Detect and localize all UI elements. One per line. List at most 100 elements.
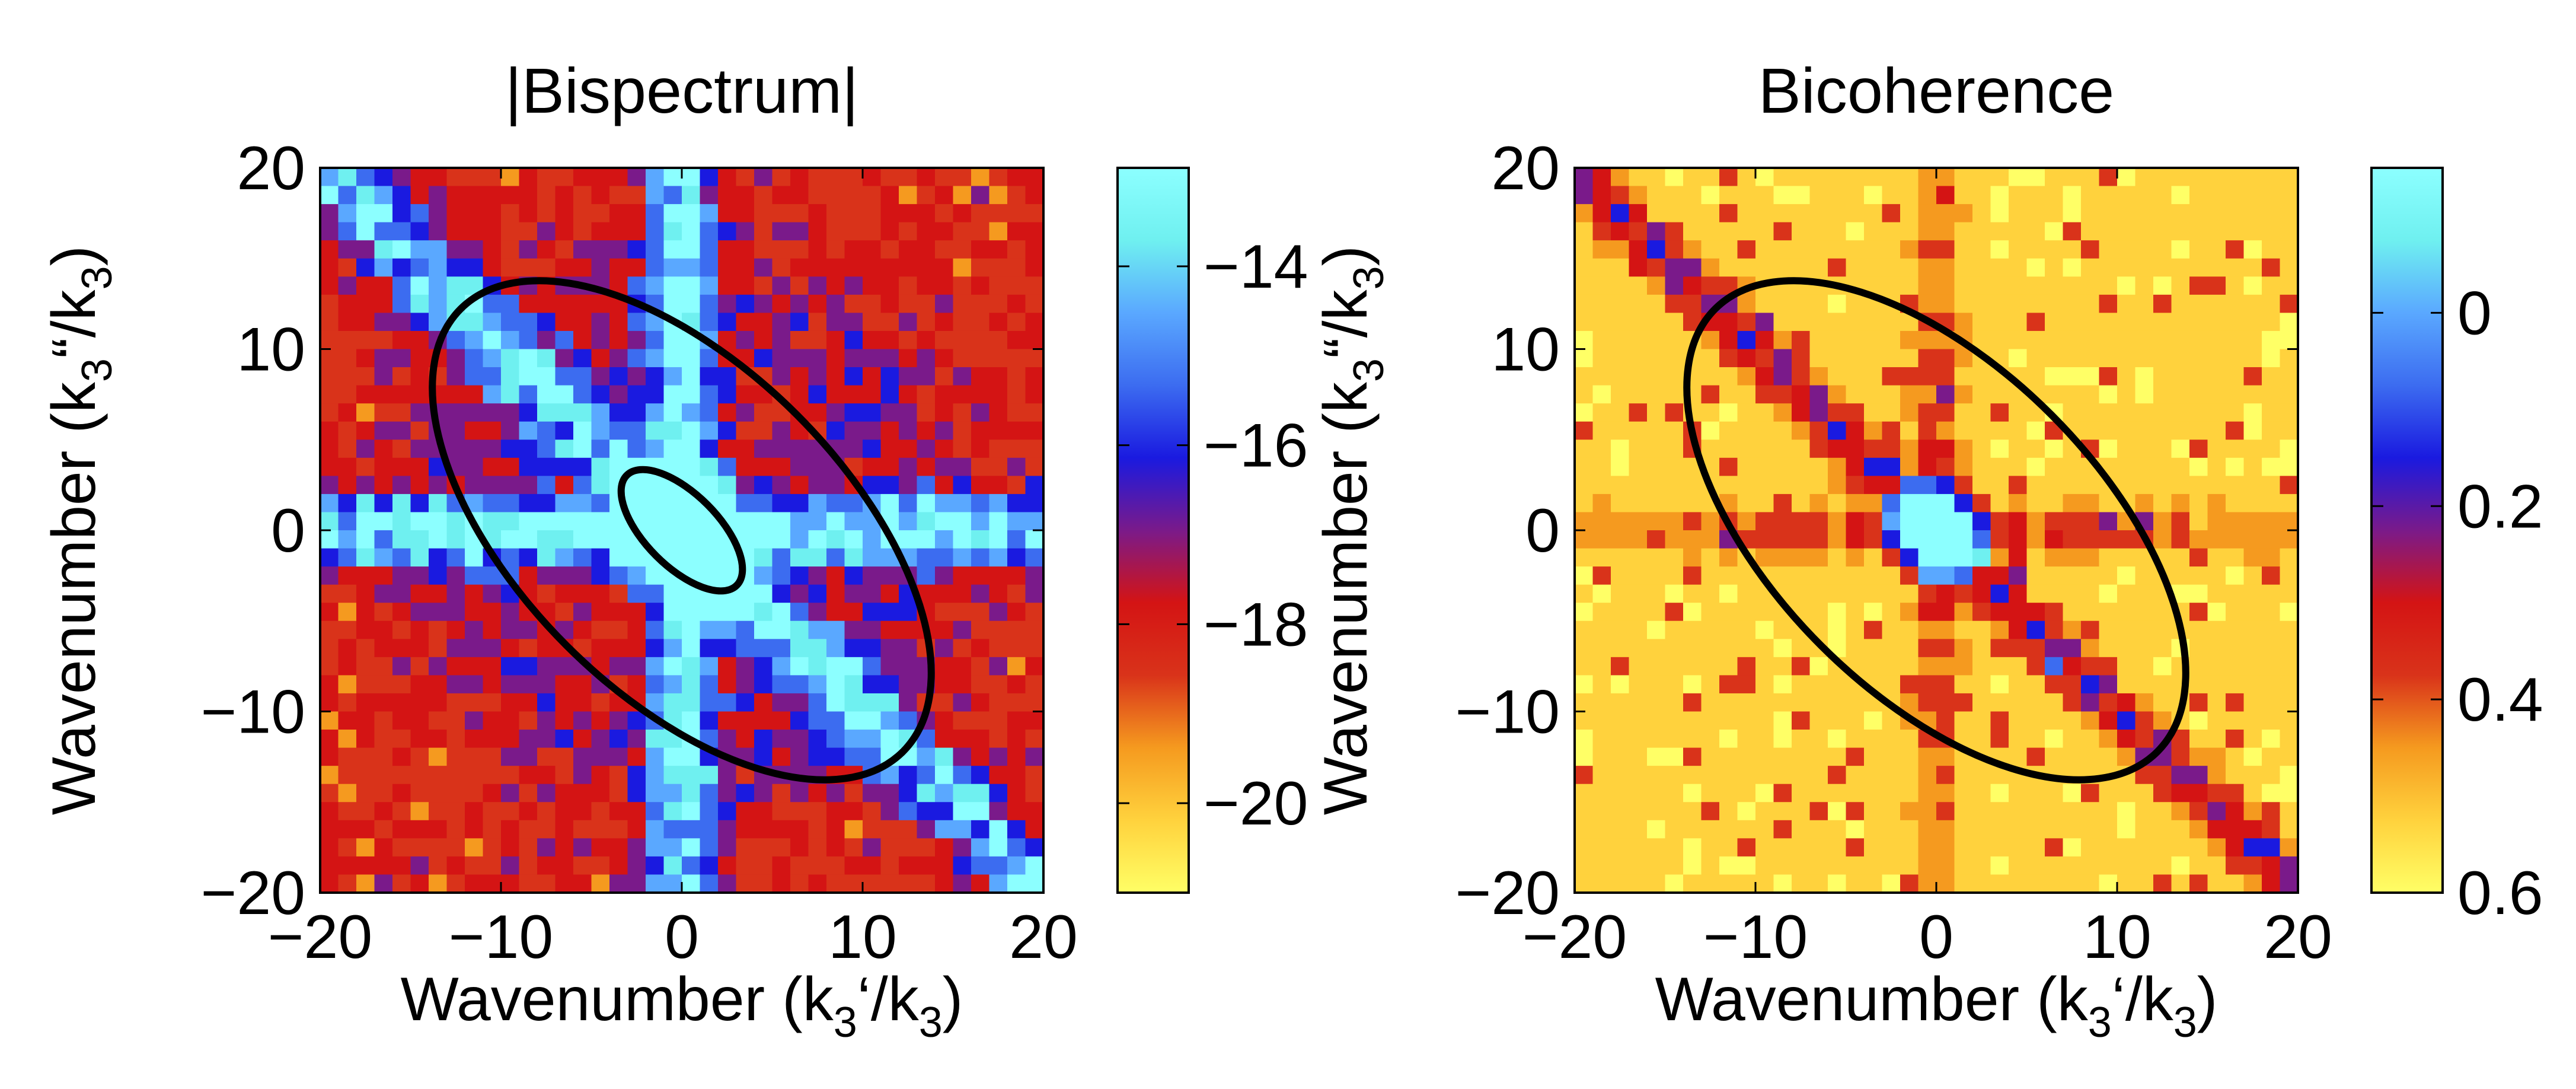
heatmap-cell [2207, 657, 2226, 676]
heatmap-cell [899, 403, 918, 422]
heatmap-cell [1719, 766, 1738, 785]
heatmap-cell [483, 294, 502, 314]
heatmap-cell [2189, 530, 2208, 549]
heatmap-cell [1007, 367, 1026, 386]
heatmap-cell [2135, 856, 2154, 875]
heatmap-cell [1918, 168, 1937, 187]
heatmap-cell [844, 820, 863, 839]
heatmap-cell [483, 730, 502, 749]
heatmap-cell [808, 240, 827, 259]
heatmap-cell [1828, 258, 1847, 278]
heatmap-cell [718, 440, 737, 458]
heatmap-cell [2026, 222, 2045, 241]
heatmap-cell [1007, 766, 1026, 785]
heatmap-cell [446, 440, 465, 458]
heatmap-cell [2280, 240, 2298, 259]
heatmap-cell [446, 548, 465, 567]
heatmap-cell [1773, 421, 1792, 441]
heatmap-cell [374, 747, 393, 766]
heatmap-cell [1575, 186, 1594, 205]
heatmap-cell [826, 620, 845, 640]
heatmap-cell [989, 820, 1008, 839]
heatmap-cell [1846, 457, 1865, 477]
heatmap-cell [1972, 313, 1991, 332]
heatmap-cell [2262, 512, 2281, 531]
heatmap-cell [2117, 367, 2136, 386]
heatmap-cell [392, 693, 411, 712]
heatmap-cell [2226, 675, 2245, 694]
heatmap-cell [2135, 584, 2154, 603]
heatmap-cell [1737, 820, 1756, 839]
heatmap-cell [519, 313, 538, 332]
heatmap-cell [1900, 730, 1919, 749]
heatmap-cell [573, 385, 592, 404]
heatmap-cell [501, 530, 520, 549]
heatmap-cell [953, 440, 972, 458]
heatmap-cell [410, 657, 429, 676]
heatmap-cell [1755, 204, 1774, 223]
heatmap-cell [1792, 584, 1811, 603]
heatmap-cell [772, 258, 791, 278]
heatmap-cell [1900, 367, 1919, 386]
heatmap-cell [935, 820, 954, 839]
heatmap-cell [537, 784, 556, 803]
heatmap-cell [2135, 367, 2154, 386]
heatmap-cell [1809, 693, 1828, 712]
heatmap-cell [1025, 493, 1043, 513]
heatmap-cell [1737, 476, 1756, 495]
heatmap-cell [392, 367, 411, 386]
heatmap-cell [1864, 313, 1883, 332]
heatmap-cell [2189, 584, 2208, 603]
heatmap-cell [2226, 186, 2245, 205]
heatmap-cell [718, 457, 737, 477]
heatmap-cell [483, 204, 502, 223]
heatmap-cell [2280, 204, 2298, 223]
heatmap-cell [646, 493, 665, 513]
heatmap-cell [2099, 711, 2118, 730]
heatmap-cell [537, 403, 556, 422]
bicoherence-ellipses [1683, 277, 2189, 784]
heatmap-cell [935, 548, 954, 567]
heatmap-cell [501, 639, 520, 658]
heatmap-cell [2226, 313, 2245, 332]
heatmap-cell [1954, 675, 1973, 694]
heatmap-cell [1592, 457, 1611, 477]
heatmap-cell [1611, 802, 1630, 821]
heatmap-cell [2153, 675, 2172, 694]
heatmap-cell [1864, 711, 1883, 730]
heatmap-cell [700, 603, 719, 622]
heatmap-cell [2243, 802, 2262, 821]
heatmap-cell [1719, 730, 1738, 749]
heatmap-cell [591, 240, 610, 259]
heatmap-cell [1900, 856, 1919, 875]
heatmap-cell [2262, 276, 2281, 295]
heatmap-cell [953, 294, 972, 314]
heatmap-cell [537, 856, 556, 875]
heatmap-cell [356, 385, 375, 404]
heatmap-cell [591, 766, 610, 785]
heatmap-cell [790, 349, 809, 368]
heatmap-cell [2153, 711, 2172, 730]
heatmap-cell [772, 530, 791, 549]
heatmap-cell [2081, 530, 2100, 549]
heatmap-cell [627, 186, 646, 205]
heatmap-cell [2117, 440, 2136, 458]
heatmap-cell [953, 620, 972, 640]
heatmap-cell [1737, 222, 1756, 241]
heatmap-cell [1900, 385, 1919, 404]
heatmap-cell [1647, 802, 1666, 821]
heatmap-cell [1792, 240, 1811, 259]
heatmap-cell [1828, 440, 1847, 458]
heatmap-cell [772, 222, 791, 241]
heatmap-cell [1990, 548, 2009, 567]
heatmap-cell [1701, 440, 1720, 458]
heatmap-cell [754, 566, 773, 585]
heatmap-cell [2280, 639, 2298, 658]
heatmap-cell [808, 820, 827, 839]
heatmap-cell [1575, 421, 1594, 441]
heatmap-cell [953, 204, 972, 223]
heatmap-cell [1007, 657, 1026, 676]
heatmap-cell [646, 222, 665, 241]
heatmap-cell [609, 711, 628, 730]
heatmap-cell [410, 603, 429, 622]
